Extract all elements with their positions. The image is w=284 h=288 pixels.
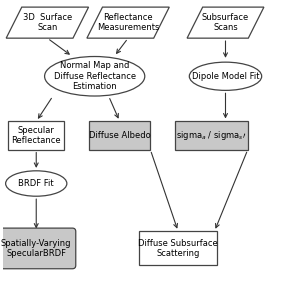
Bar xyxy=(139,232,217,265)
Text: Spatially-Varying
SpecularBRDF: Spatially-Varying SpecularBRDF xyxy=(1,239,72,258)
Text: Reflectance
Measurements: Reflectance Measurements xyxy=(97,13,159,32)
FancyBboxPatch shape xyxy=(0,228,76,269)
Polygon shape xyxy=(87,7,169,38)
Text: Diffuse Albedo: Diffuse Albedo xyxy=(89,131,151,140)
Text: Subsurface
Scans: Subsurface Scans xyxy=(202,13,249,32)
Polygon shape xyxy=(187,7,264,38)
Ellipse shape xyxy=(189,62,262,90)
Text: sigma$_a$ / sigma$_s\prime$: sigma$_a$ / sigma$_s\prime$ xyxy=(176,129,247,142)
Bar xyxy=(89,122,150,150)
Text: BRDF Fit: BRDF Fit xyxy=(18,179,54,188)
Polygon shape xyxy=(6,7,89,38)
Text: Diffuse Subsurface
Scattering: Diffuse Subsurface Scattering xyxy=(138,239,218,258)
Text: Specular
Reflectance: Specular Reflectance xyxy=(11,126,61,145)
Ellipse shape xyxy=(45,56,145,96)
Text: 3D  Surface
Scan: 3D Surface Scan xyxy=(23,13,72,32)
Bar xyxy=(176,122,248,150)
Bar xyxy=(9,122,64,150)
Text: Normal Map and
Diffuse Reflectance
Estimation: Normal Map and Diffuse Reflectance Estim… xyxy=(54,61,136,91)
Text: Dipole Model Fit: Dipole Model Fit xyxy=(192,72,259,81)
Ellipse shape xyxy=(6,171,67,196)
